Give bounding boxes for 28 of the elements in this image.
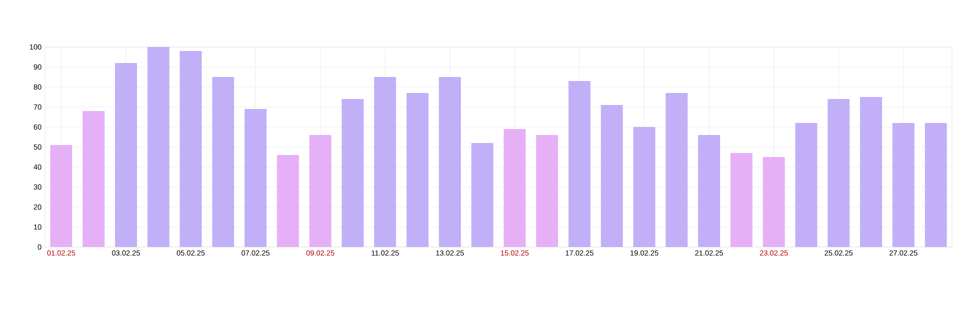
bar [762,157,785,247]
bar [406,93,429,247]
bar [698,135,720,247]
bar [892,122,914,247]
bar [471,142,494,247]
bar [633,127,656,247]
bar [244,108,267,247]
bar [82,111,105,247]
bar [666,93,688,247]
bar [50,145,72,247]
bar [180,51,202,247]
bar [536,135,558,247]
bar [795,122,818,247]
bar [568,81,590,247]
bar [924,122,947,247]
bar [309,135,332,247]
bar [374,76,396,247]
bar [860,97,882,247]
bar [828,99,850,247]
bar [114,62,137,247]
bar [730,153,752,247]
bar [438,76,461,247]
bar [342,99,364,247]
bar [212,76,234,247]
bar [600,104,623,247]
bar [276,155,299,247]
bar [147,47,170,247]
bar [504,128,526,247]
